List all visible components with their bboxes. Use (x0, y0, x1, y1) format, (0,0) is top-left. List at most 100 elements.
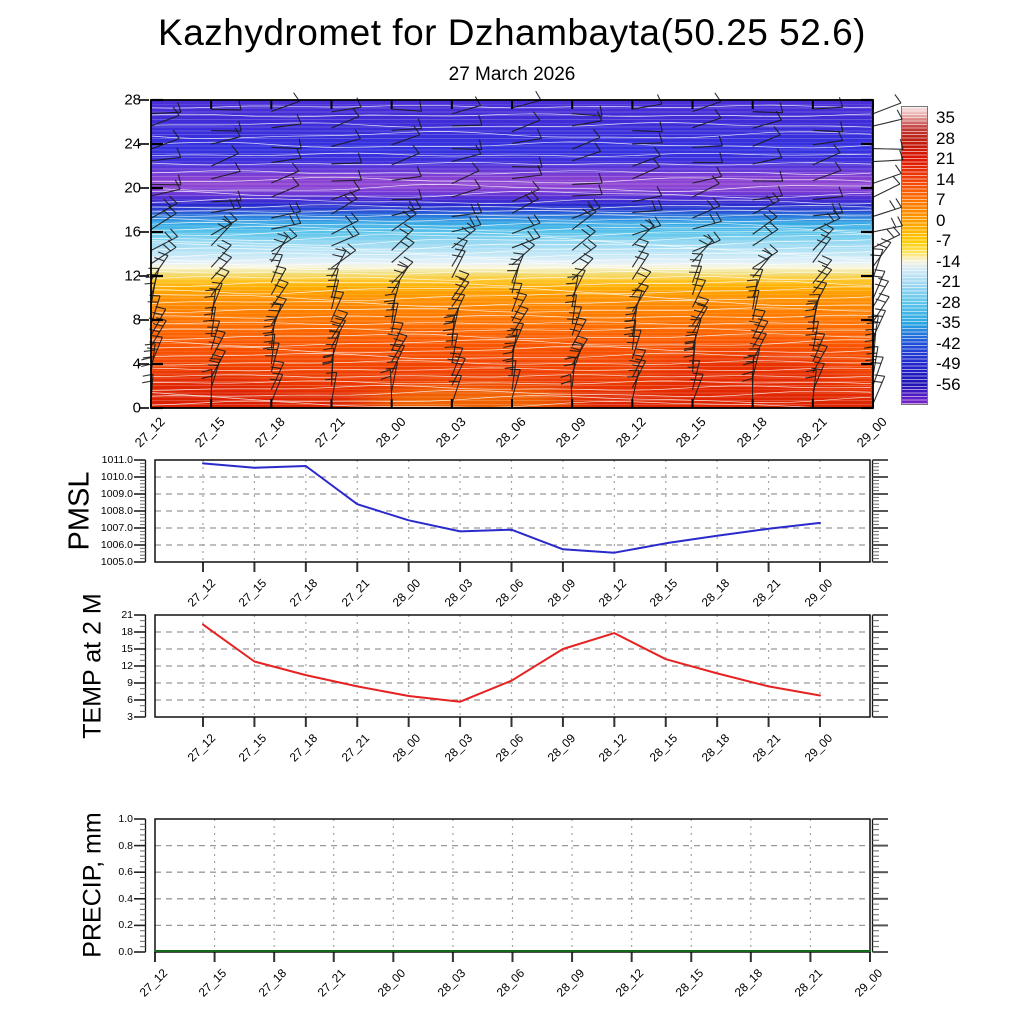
temp2m-x-tick-label: 28_21 (749, 731, 784, 765)
pmsl-x-tick-label: 28_09 (544, 576, 578, 610)
main-y-tick-label: 16 (124, 223, 141, 241)
pmsl-x-tick-label: 27_15 (235, 576, 270, 610)
temperature-colorbar (901, 106, 928, 405)
temp2m-x-tick-label: 28_03 (441, 731, 475, 765)
contour-fill-stripes (151, 100, 873, 408)
precip-x-tick-label: 28_03 (434, 966, 468, 1000)
main-x-tick-label: 27_15 (191, 414, 228, 451)
main-x-tick-label: 29_00 (853, 414, 890, 451)
temp2m-x-tick-label: 28_18 (698, 731, 733, 765)
pmsl-y-tick-label: 1007.0 (100, 522, 133, 534)
main-y-tick-label: 8 (132, 311, 141, 329)
colorbar-tick-label: 35 (936, 108, 955, 127)
main-x-tick-label: 27_18 (251, 414, 288, 451)
temp2m-x-tick-label: 28_06 (492, 731, 527, 765)
main-x-tick-label: 28_15 (672, 414, 710, 451)
precip-x-tick-label: 28_15 (672, 966, 707, 1000)
pmsl-axis-title: PMSL (63, 471, 96, 551)
colorbar-tick-label: 14 (936, 169, 955, 189)
precip-y-tick-label: 1.0 (118, 813, 133, 825)
temp2m-x-tick-label: 28_00 (390, 731, 424, 765)
precip-y-tick-label: 0.6 (118, 866, 133, 879)
pmsl-y-tick-label: 1005.0 (100, 556, 133, 568)
temp2m-y-tick-label: 15 (121, 643, 133, 655)
pmsl-y-tick-label: 1008.0 (100, 505, 133, 517)
main-x-tick-label: 28_18 (733, 414, 770, 451)
precip-x-tick-label: 28_21 (791, 966, 826, 1000)
page-title: Kazhydromet for Dzhambayta(50.25 52.6) (158, 12, 866, 53)
main-y-tick-label: 24 (124, 135, 141, 153)
temp2m-x-tick-label: 27_12 (184, 731, 218, 765)
precip-x-tick-label: 29_00 (851, 966, 885, 1000)
precip-y-tick-label: 0.0 (118, 946, 133, 958)
precip-x-tick-label: 28_06 (493, 966, 528, 1000)
precip-x-tick-label: 28_18 (732, 966, 766, 1000)
precip-x-tick-label: 27_21 (315, 966, 349, 1000)
colorbar-tick-label: -56 (936, 374, 961, 394)
pmsl-x-tick-label: 28_18 (698, 576, 733, 610)
pmsl-x-tick-label: 28_12 (595, 576, 630, 610)
colorbar-tick-label: -42 (936, 333, 961, 353)
pmsl-y-tick-label: 1011.0 (101, 454, 133, 466)
colorbar-tick-label: -28 (936, 292, 961, 312)
main-x-tick-label: 27_21 (311, 414, 349, 451)
upper-air-heatmap (151, 100, 873, 408)
temp2m-chart (134, 614, 888, 727)
main-y-tick-label: 4 (132, 355, 141, 373)
main-x-tick-label: 28_03 (432, 414, 469, 451)
pmsl-x-tick-label: 29_00 (801, 576, 835, 610)
colorbar-tick-label: -21 (936, 272, 961, 291)
precip-x-tick-label: 28_09 (553, 966, 587, 1000)
page-subtitle: 27 March 2026 (448, 64, 576, 85)
temp2m-x-tick-label: 27_18 (287, 731, 321, 765)
temp2m-x-tick-label: 28_09 (544, 731, 578, 765)
temp2m-data-line (202, 623, 821, 703)
pmsl-chart (134, 459, 888, 572)
temp2m-y-tick-label: 12 (121, 660, 133, 672)
colorbar-tick-label: -49 (936, 354, 961, 373)
temp-axis-title: TEMP at 2 M (78, 593, 107, 739)
pmsl-x-tick-label: 28_03 (441, 576, 475, 610)
pmsl-y-tick-label: 1010.0 (100, 471, 133, 483)
main-x-tick-label: 28_12 (612, 414, 649, 451)
temp2m-x-tick-label: 27_21 (338, 731, 373, 765)
pmsl-x-tick-label: 28_00 (390, 576, 424, 610)
temp2m-y-tick-label: 6 (127, 694, 133, 706)
colorbar-tick-label: 0 (936, 210, 946, 230)
temp2m-y-tick-label: 3 (127, 711, 133, 723)
pmsl-x-tick-label: 27_12 (184, 576, 218, 610)
main-x-tick-label: 28_21 (793, 414, 830, 451)
temp2m-x-tick-label: 27_15 (235, 731, 270, 765)
precip-x-tick-label: 28_00 (374, 966, 409, 1000)
pmsl-x-tick-label: 28_15 (647, 576, 681, 610)
temp2m-y-tick-label: 9 (127, 677, 133, 689)
pmsl-data-line (202, 462, 821, 554)
temp2m-x-tick-label: 28_15 (647, 731, 681, 765)
pmsl-y-tick-label: 1009.0 (100, 488, 133, 500)
pmsl-x-tick-label: 28_06 (492, 576, 527, 610)
pmsl-y-tick-label: 1006.0 (100, 539, 133, 551)
main-x-tick-label: 28_06 (492, 414, 529, 451)
main-y-tick-label: 12 (124, 267, 141, 285)
precip-axis-title: PRECIP, mm (78, 812, 107, 958)
precip-y-tick-label: 0.4 (118, 892, 133, 905)
precip-y-tick-label: 0.2 (118, 919, 133, 932)
main-x-tick-label: 28_09 (552, 414, 589, 451)
main-y-tick-label: 20 (124, 179, 141, 197)
precip-x-tick-label: 27_15 (195, 966, 230, 1000)
precip-x-tick-label: 27_12 (136, 966, 170, 1000)
main-x-tick-label: 27_12 (131, 414, 168, 451)
main-y-tick-label: 0 (132, 399, 141, 417)
main-x-tick-label: 28_00 (372, 414, 409, 451)
pmsl-x-tick-label: 27_21 (338, 576, 373, 610)
main-y-tick-label: 28 (124, 91, 141, 109)
temp2m-y-tick-label: 21 (121, 609, 133, 621)
precip-y-tick-label: 0.8 (118, 839, 133, 852)
colorbar-stripes (902, 107, 927, 404)
temp2m-x-tick-label: 28_12 (595, 731, 630, 765)
pmsl-x-tick-label: 27_18 (287, 576, 321, 610)
colorbar-tick-label: 7 (936, 190, 946, 209)
precip-x-tick-label: 28_12 (613, 966, 647, 1000)
temp2m-y-tick-label: 18 (121, 626, 133, 638)
